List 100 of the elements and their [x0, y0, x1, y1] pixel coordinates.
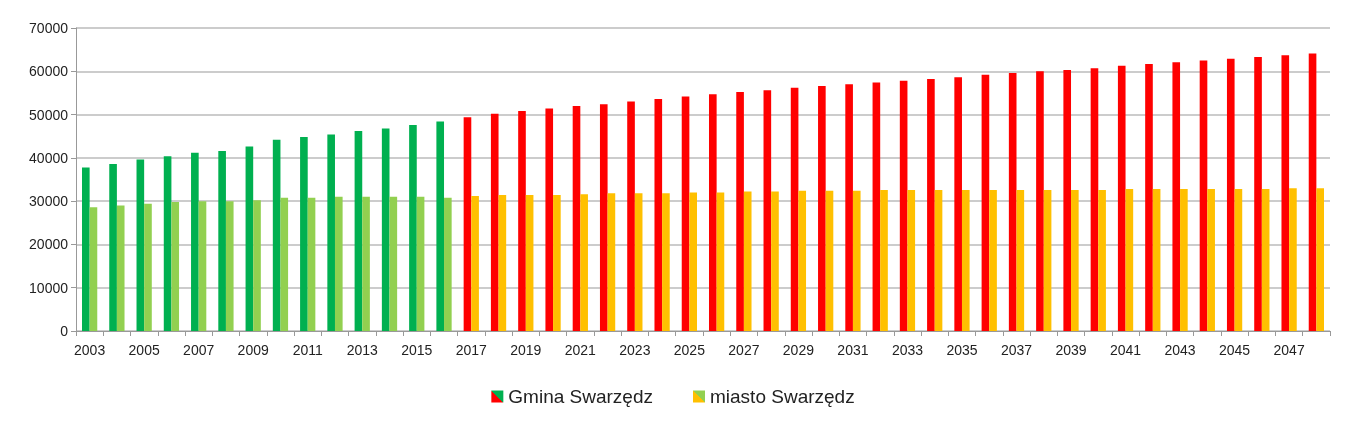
x-tick-label: 2037: [1000, 342, 1033, 358]
bar: [381, 128, 390, 331]
bar: [163, 156, 172, 331]
bar: [272, 139, 281, 331]
y-tick-label: 40000: [29, 149, 69, 166]
bar: [662, 193, 670, 331]
bar: [1180, 189, 1188, 331]
bar: [334, 196, 343, 331]
bar: [409, 124, 417, 331]
bar: [300, 137, 308, 331]
x-tick-label: 2007: [183, 342, 215, 358]
bar: [553, 195, 561, 331]
bar: [498, 195, 507, 331]
bar: [743, 191, 752, 331]
bar: [1172, 62, 1181, 331]
x-tick-label: 2009: [237, 342, 269, 358]
x-tick-label: 2025: [673, 342, 706, 358]
x-tick-label: 2031: [837, 342, 869, 358]
bar: [627, 101, 635, 331]
bar: [572, 105, 581, 331]
bar: [1016, 189, 1025, 331]
bar: [961, 189, 970, 331]
x-tick-label: 2045: [1219, 342, 1251, 358]
bar: [607, 193, 616, 331]
bar: [518, 111, 526, 331]
bar: [225, 201, 234, 331]
bar: [1071, 189, 1079, 331]
legend-label: miasto Swarzędz: [710, 386, 855, 407]
x-tick-label: 2003: [74, 342, 106, 358]
bar: [1316, 188, 1324, 331]
bar: [736, 92, 744, 331]
bar: [934, 189, 943, 331]
bar: [1199, 60, 1208, 331]
bar: [191, 152, 199, 331]
bar: [852, 190, 861, 331]
bar: [771, 191, 779, 331]
bar: [144, 203, 152, 331]
bar: [444, 197, 452, 331]
bar: [845, 84, 853, 331]
bar: [436, 121, 445, 331]
bar: [327, 134, 335, 331]
x-tick-label: 2043: [1164, 342, 1196, 358]
bar: [981, 74, 990, 331]
bar: [1125, 189, 1134, 331]
bar: [1090, 68, 1099, 331]
x-tick-label: 2047: [1273, 342, 1305, 358]
bar: [580, 194, 588, 331]
x-tick-label: 2021: [564, 342, 597, 358]
bar: [709, 94, 717, 331]
bar: [1254, 57, 1262, 331]
y-tick-label: 60000: [29, 63, 69, 80]
x-tick-label: 2015: [401, 342, 433, 358]
bar: [1043, 189, 1052, 331]
bar: [927, 79, 935, 331]
y-tick-label: 20000: [29, 236, 69, 253]
bar: [634, 193, 643, 331]
x-tick-label: 2013: [346, 342, 379, 358]
bar: [389, 196, 398, 331]
bar: [416, 196, 425, 331]
bar: [82, 167, 90, 331]
bar: [1036, 71, 1044, 331]
bar: [1063, 69, 1072, 331]
y-tick-label: 30000: [29, 193, 69, 210]
bar: [1145, 63, 1153, 331]
bar: [116, 205, 125, 331]
bar: [1289, 188, 1297, 331]
bar: [1152, 189, 1161, 331]
bar: [689, 192, 697, 331]
bar: [1098, 189, 1106, 331]
bar: [1281, 55, 1290, 331]
bar: [1008, 73, 1017, 331]
x-tick-label: 2017: [455, 342, 488, 358]
bar: [109, 163, 117, 331]
y-tick-label: 50000: [29, 106, 69, 123]
bar: [218, 150, 226, 331]
bar: [1234, 189, 1243, 331]
bar: [471, 195, 479, 331]
bar: [136, 159, 145, 331]
bar: [872, 82, 881, 331]
y-tick-label: 70000: [29, 20, 69, 36]
bar: [280, 197, 289, 331]
bar: [1226, 58, 1235, 331]
bar: [899, 80, 908, 331]
bar: [463, 117, 472, 331]
bar: [825, 190, 834, 331]
x-tick-label: 2041: [1109, 342, 1142, 358]
bar: [253, 200, 261, 331]
bar: [1207, 189, 1215, 331]
bar: [790, 87, 799, 331]
bar: [545, 108, 554, 331]
bar: [954, 77, 962, 331]
bar: [307, 197, 316, 331]
bar: [763, 90, 772, 331]
x-tick-label: 2023: [619, 342, 651, 358]
bar: [198, 201, 207, 331]
y-tick-label: 0: [60, 323, 69, 339]
bar: [907, 189, 916, 331]
bar: [880, 189, 888, 331]
x-tick-label: 2027: [728, 342, 760, 358]
bar: [89, 207, 98, 331]
